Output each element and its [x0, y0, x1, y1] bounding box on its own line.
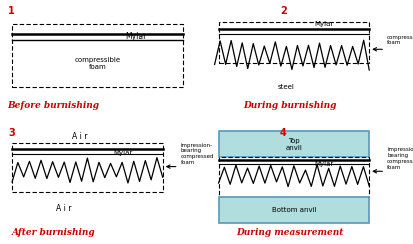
Text: 2: 2: [280, 6, 287, 16]
Text: Before burnishing: Before burnishing: [8, 101, 100, 110]
Bar: [218, 197, 369, 223]
Text: Mylar: Mylar: [314, 161, 334, 167]
Bar: [218, 157, 369, 197]
Text: Bottom anvil: Bottom anvil: [272, 207, 316, 213]
Bar: [12, 23, 183, 87]
Text: compressed
foam: compressed foam: [387, 34, 413, 45]
Text: Mylar: Mylar: [114, 150, 133, 156]
Text: Mylar: Mylar: [314, 21, 334, 27]
Text: impression-
bearing
compressed
foam: impression- bearing compressed foam: [387, 147, 413, 170]
Bar: [218, 22, 369, 63]
Text: A i r: A i r: [72, 132, 87, 141]
Text: steel: steel: [278, 84, 294, 91]
Bar: [218, 132, 369, 157]
Text: impression-
bearing
compressed
foam: impression- bearing compressed foam: [180, 142, 214, 165]
Text: During burnishing: During burnishing: [243, 101, 337, 110]
Text: After burnishing: After burnishing: [12, 227, 95, 236]
Text: During measurement: During measurement: [236, 227, 344, 236]
Text: Top
anvil: Top anvil: [285, 138, 302, 151]
Text: Mylar: Mylar: [126, 32, 147, 41]
Text: A i r: A i r: [56, 204, 71, 213]
Bar: [12, 143, 163, 192]
Text: compressible
foam: compressible foam: [74, 57, 120, 70]
Text: 4: 4: [280, 128, 287, 138]
Text: 3: 3: [8, 128, 15, 138]
Text: 1: 1: [8, 6, 15, 16]
